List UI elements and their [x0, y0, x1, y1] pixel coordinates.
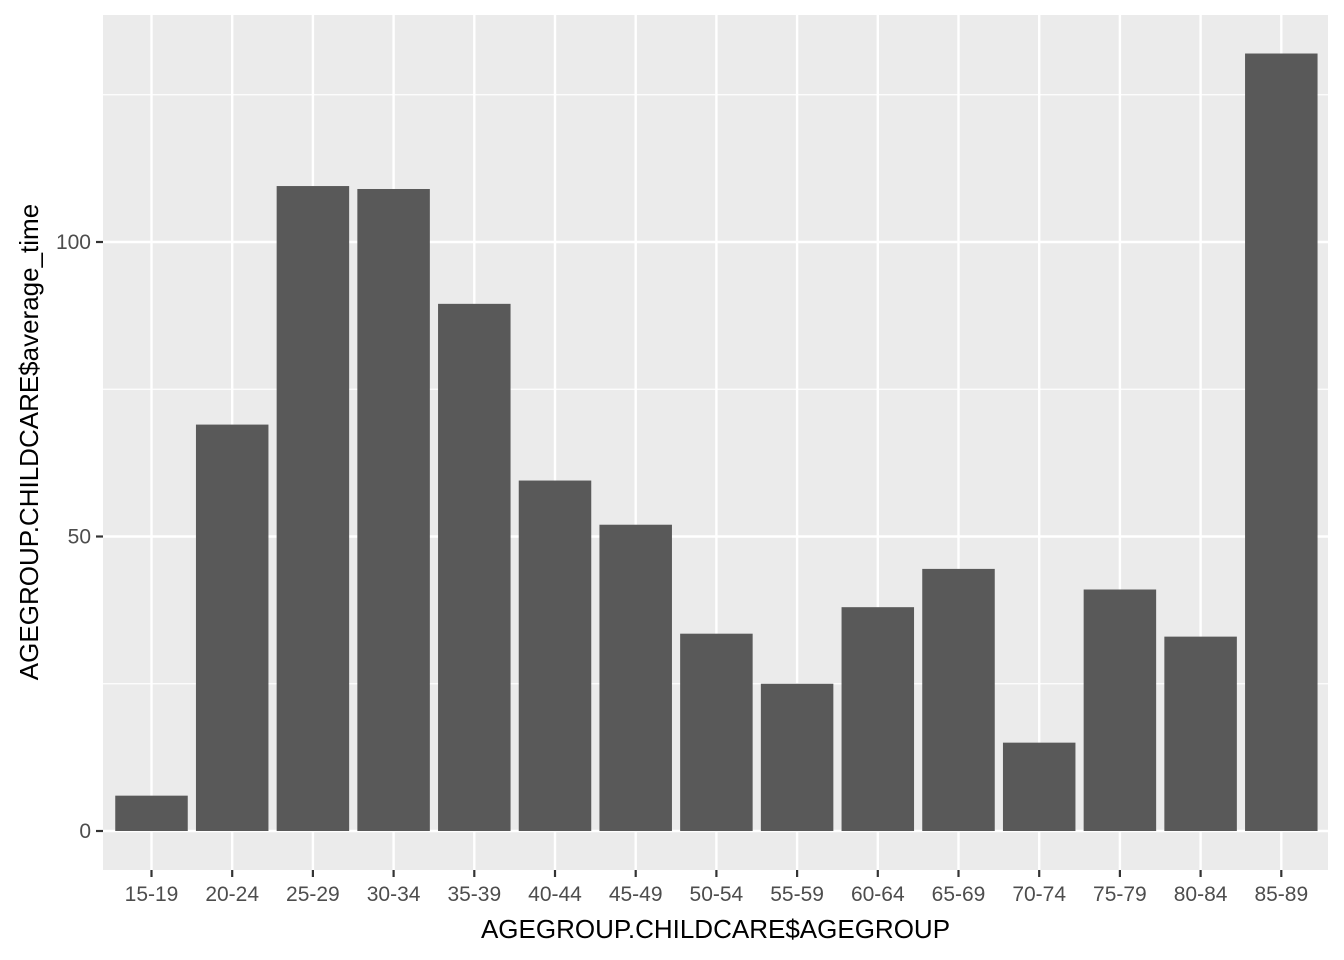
- bar-25-29: [276, 186, 350, 832]
- y-axis: 0 50 100: [56, 231, 103, 843]
- x-tick-label: 20-24: [205, 883, 259, 906]
- bar-45-49: [599, 524, 672, 831]
- x-tick-label: 60-64: [851, 883, 905, 906]
- bar-60-64: [841, 607, 915, 831]
- x-tick-label: 30-34: [367, 883, 421, 906]
- x-tick-label: 15-19: [125, 883, 179, 906]
- y-tick-label: 50: [68, 526, 91, 549]
- x-axis: 15-19 20-24 25-29 30-34 35-39 40-44 45-49 50-54…: [125, 870, 1308, 906]
- x-tick-label: 40-44: [528, 883, 582, 906]
- bar-20-24: [195, 424, 269, 831]
- x-tick-label: 50-54: [690, 883, 744, 906]
- x-tick-label: 75-79: [1093, 883, 1147, 906]
- bar-65-69: [922, 568, 995, 831]
- bar-85-89: [1245, 53, 1318, 831]
- bar-80-84: [1164, 636, 1237, 831]
- x-tick-label: 65-69: [932, 883, 986, 906]
- x-axis-title: AGEGROUP.CHILDCARE$AGEGROUP: [481, 914, 950, 944]
- x-tick-label: 80-84: [1174, 883, 1228, 906]
- x-tick-label: 55-59: [770, 883, 824, 906]
- x-tick-label: 35-39: [447, 883, 501, 906]
- bar-30-34: [357, 188, 430, 832]
- bars: [115, 53, 1318, 832]
- bar-40-44: [518, 480, 592, 831]
- x-tick-label: 25-29: [286, 883, 340, 906]
- bar-75-79: [1083, 589, 1157, 831]
- y-axis-title: AGEGROUP.CHILDCARE$average_time: [14, 204, 44, 680]
- y-tick-label: 0: [79, 820, 91, 843]
- bar-35-39: [438, 303, 511, 832]
- bar-55-59: [760, 683, 834, 831]
- x-tick-label: 70-74: [1012, 883, 1066, 906]
- x-tick-label: 85-89: [1254, 883, 1308, 906]
- bar-15-19: [115, 795, 188, 831]
- x-tick-label: 45-49: [609, 883, 663, 906]
- bar-70-74: [1002, 742, 1076, 831]
- y-tick-label: 100: [56, 231, 91, 254]
- bar-50-54: [680, 633, 753, 831]
